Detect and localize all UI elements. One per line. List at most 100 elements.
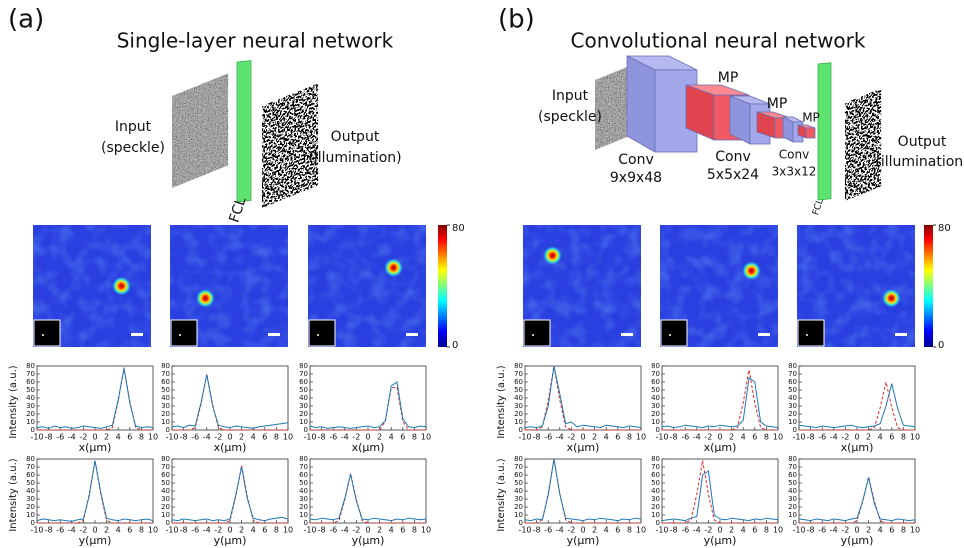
- x-tick-label: 10: [636, 526, 646, 535]
- measured-curve: [171, 374, 289, 429]
- scale-bar: [131, 333, 143, 336]
- y-tick-label: 50: [514, 386, 523, 394]
- plot-frame: [309, 458, 427, 524]
- colorbar-label: 0: [938, 340, 944, 351]
- x-tick-label: 6: [127, 526, 132, 535]
- x-tick-label: 8: [627, 433, 632, 442]
- y-tick-label: 0: [519, 426, 523, 434]
- scale-bar: [621, 333, 633, 336]
- x-tick-label: 8: [764, 526, 769, 535]
- y-tick-label: 50: [161, 479, 170, 487]
- x-tick-label: 0: [365, 526, 370, 535]
- x-axis-label: x(μm): [841, 441, 874, 454]
- scale-bar: [268, 333, 280, 336]
- y-tick-label: 20: [161, 503, 170, 511]
- x-tick-label: 10: [910, 526, 920, 535]
- x-tick-label: 0: [717, 433, 722, 442]
- x-tick-label: -10: [655, 433, 668, 442]
- diagram-label: Output: [331, 129, 380, 145]
- x-tick-label: 6: [400, 433, 405, 442]
- y-tick-label: 20: [26, 503, 35, 511]
- x-axis-label: x(μm): [704, 441, 737, 454]
- fcl-layer: [817, 62, 832, 201]
- x-tick-label: 0: [717, 526, 722, 535]
- x-tick-label: -4: [341, 433, 349, 442]
- diagram-label: (illumination): [308, 150, 401, 166]
- diagram-label: Input: [552, 88, 589, 104]
- x-tick-label: -10: [303, 433, 316, 442]
- y-tick-label: 0: [793, 426, 797, 434]
- x-tick-label: 8: [274, 526, 279, 535]
- x-tick-label: 10: [421, 433, 431, 442]
- x-tick-label: 0: [227, 526, 232, 535]
- y-tick-label: 0: [31, 426, 35, 434]
- y-tick-label: 80: [651, 362, 660, 370]
- panel-label: (b): [498, 5, 535, 35]
- focus-spot: [195, 288, 216, 309]
- y-tick-label: 80: [26, 362, 35, 370]
- y-tick-label: 0: [656, 426, 660, 434]
- x-tick-label: -6: [56, 433, 64, 442]
- target-curve: [799, 476, 915, 524]
- x-tick-label: 0: [365, 433, 370, 442]
- inset-dot: [806, 334, 808, 336]
- inset-frame: [170, 319, 198, 347]
- plot-frame: [36, 365, 154, 431]
- y-tick-label: 50: [788, 386, 797, 394]
- x-tick-label: 0: [580, 526, 585, 535]
- x-tick-label: 10: [283, 433, 293, 442]
- x-tick-label: 4: [878, 526, 883, 535]
- x-tick-label: 0: [854, 433, 859, 442]
- x-tick-label: -2: [214, 433, 222, 442]
- x-tick-label: -8: [318, 526, 326, 535]
- x-tick-label: 10: [910, 433, 920, 442]
- x-tick-label: 0: [92, 526, 97, 535]
- x-tick-label: 6: [889, 526, 894, 535]
- y-tick-label: 10: [514, 511, 523, 519]
- colorbar-label: 0: [452, 340, 458, 351]
- measured-curve: [171, 466, 289, 522]
- target-curve: [37, 460, 153, 524]
- x-tick-label: 4: [389, 433, 394, 442]
- colorbar: [438, 225, 447, 347]
- y-tick-label: 40: [514, 394, 523, 402]
- x-tick-label: 4: [251, 433, 256, 442]
- scale-bar: [758, 333, 770, 336]
- target-curve: [662, 369, 778, 431]
- y-tick-label: 70: [26, 463, 35, 471]
- y-tick-label: 70: [26, 370, 35, 378]
- y-tick-label: 50: [161, 386, 170, 394]
- plot-frame: [524, 365, 642, 431]
- y-tick-label: 20: [161, 410, 170, 418]
- pattern-sheet: [261, 82, 319, 209]
- x-tick-label: 2: [866, 433, 871, 442]
- y-tick-label: 10: [26, 418, 35, 426]
- x-axis-label: y(μm): [214, 534, 247, 547]
- x-tick-label: -10: [30, 433, 43, 442]
- diagram-label: Conv: [779, 148, 809, 162]
- x-tick-label: -6: [681, 433, 689, 442]
- x-axis-label: x(μm): [79, 441, 112, 454]
- y-tick-label: 50: [788, 479, 797, 487]
- y-tick-label: 70: [788, 370, 797, 378]
- y-tick-label: 80: [26, 455, 35, 463]
- target-curve: [310, 473, 426, 524]
- y-tick-label: 20: [651, 410, 660, 418]
- y-tick-label: 80: [651, 455, 660, 463]
- fcl-bar: [236, 60, 252, 203]
- y-tick-label: 50: [299, 386, 308, 394]
- y-tick-label: 10: [651, 511, 660, 519]
- y-tick-label: 70: [514, 370, 523, 378]
- y-tick-label: 20: [299, 503, 308, 511]
- x-tick-label: -6: [544, 526, 552, 535]
- fcl-bar: [817, 62, 832, 201]
- measured-curve: [524, 365, 642, 429]
- y-tick-label: 80: [161, 362, 170, 370]
- inset-dot: [317, 334, 319, 336]
- y-tick-label: 70: [651, 370, 660, 378]
- inset-frame: [797, 319, 825, 347]
- x-tick-label: 8: [627, 526, 632, 535]
- target-curve: [662, 460, 778, 524]
- x-tick-label: 6: [752, 433, 757, 442]
- x-tick-label: 4: [741, 526, 746, 535]
